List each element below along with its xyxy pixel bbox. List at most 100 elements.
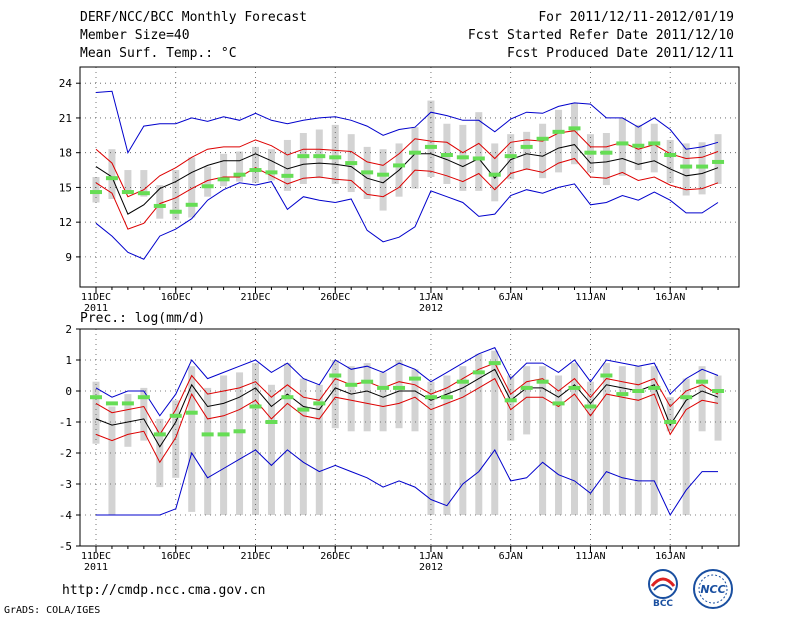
temp-box — [602, 133, 610, 186]
prec-median-mark — [632, 389, 645, 393]
temp-median-mark — [297, 154, 310, 159]
temp-box — [523, 131, 531, 171]
forecast-started-date: Fcst Started Refer Date 2011/12/10 — [467, 28, 734, 43]
prec-box — [555, 375, 563, 515]
prec-box — [188, 366, 196, 512]
temp-xtick-label: 6JAN — [499, 292, 523, 303]
temp-box — [475, 112, 483, 191]
prec-box — [395, 360, 403, 429]
temp-median-mark — [281, 173, 294, 178]
prec-median-mark — [409, 376, 421, 381]
prec-median-mark — [153, 432, 166, 437]
prec-box — [299, 378, 307, 515]
temp-median-mark — [504, 154, 517, 159]
variable-label-prec: Prec.: log(mm/d) — [80, 311, 205, 326]
prec-frame — [79, 328, 740, 547]
prec-box — [236, 372, 244, 515]
temp-box — [267, 149, 275, 181]
temp-median-mark — [456, 155, 469, 160]
temp-median-mark — [424, 144, 437, 149]
bcc-logo-icon: BCC — [648, 569, 678, 608]
temp-box — [682, 143, 690, 196]
prec-median-mark — [568, 385, 581, 390]
prec-median-mark — [696, 379, 709, 384]
temp-median-mark — [680, 164, 693, 169]
prec-box — [571, 363, 578, 515]
temp-xtick-year: 2012 — [419, 303, 443, 314]
prec-median-mark — [584, 404, 597, 409]
temp-box — [379, 149, 387, 211]
prec-box — [108, 406, 116, 515]
member-size: Member Size=40 — [80, 28, 190, 43]
temp-median-mark — [233, 172, 246, 177]
temp-median-mark — [121, 190, 134, 195]
temp-xtick-label: 21DEC — [240, 292, 270, 303]
temp-median-mark — [536, 136, 549, 141]
temp-box — [283, 139, 291, 191]
grads-credit: GrADS: COLA/IGES — [4, 605, 101, 616]
temp-median-mark — [664, 153, 677, 157]
prec-series-max — [95, 346, 719, 417]
prec-box — [459, 366, 467, 515]
prec-xtick-label: 26DEC — [320, 551, 350, 562]
prec-box — [92, 381, 100, 444]
temp-box — [618, 117, 626, 176]
temp-median-mark — [520, 144, 533, 149]
temp-box — [650, 123, 658, 173]
prec-median-mark — [680, 395, 693, 400]
prec-median-mark — [217, 432, 230, 437]
prec-box — [682, 378, 690, 515]
prec-box — [507, 375, 515, 441]
temp-median-mark — [137, 191, 150, 196]
temp-box — [491, 143, 499, 202]
temp-box — [315, 129, 323, 179]
prec-median-mark — [440, 395, 453, 400]
temp-ytick-label: 12 — [59, 216, 72, 229]
temp-median-mark — [696, 164, 709, 169]
chart-title: DERF/NCC/BCC Monthly Forecast — [80, 10, 307, 25]
prec-median-mark — [648, 385, 661, 390]
prec-box — [634, 366, 642, 515]
temp-box — [108, 149, 116, 199]
ncc-logo-icon: NCC — [693, 569, 733, 609]
temp-median-mark — [105, 176, 118, 181]
temp-median-mark — [361, 170, 374, 175]
temp-median-mark — [169, 209, 182, 214]
prec-median-mark — [552, 401, 565, 406]
prec-xtick-label: 1JAN — [419, 551, 443, 562]
footer-url[interactable]: http://cmdp.ncc.cma.gov.cn — [62, 583, 266, 598]
temp-box — [555, 109, 563, 173]
prec-box — [347, 366, 355, 432]
temp-box — [172, 170, 180, 220]
temp-xtick-label: 1JAN — [419, 292, 443, 303]
temp-ytick-label: 21 — [59, 112, 72, 125]
prec-median-mark — [712, 389, 725, 393]
temp-median-mark — [217, 177, 230, 182]
temp-box — [204, 166, 212, 197]
prec-xtick-label: 21DEC — [240, 551, 270, 562]
temp-xtick-label: 16DEC — [161, 292, 191, 303]
prec-median-mark — [265, 420, 278, 424]
prec-median-mark — [664, 420, 677, 424]
prec-median-mark — [361, 379, 374, 384]
prec-box — [427, 381, 435, 515]
temp-ytick-label: 15 — [59, 181, 72, 194]
prec-median-mark — [600, 373, 613, 378]
temp-median-mark — [153, 203, 166, 208]
prec-median-mark — [488, 361, 501, 366]
temp-xtick-label: 11JAN — [575, 292, 605, 303]
prec-xtick-label: 11JAN — [575, 551, 605, 562]
prec-xtick-year: 2012 — [419, 562, 443, 573]
temp-series-mean-plus-sd — [95, 130, 719, 198]
prec-median-mark — [504, 398, 517, 403]
prec-box — [714, 375, 722, 441]
temp-box — [571, 102, 578, 165]
prec-median-mark — [249, 404, 262, 409]
temp-median-mark — [616, 141, 629, 146]
prec-box — [586, 381, 594, 515]
prec-xtick-label: 6JAN — [499, 551, 523, 562]
prec-box — [443, 375, 451, 515]
prec-box — [379, 372, 387, 432]
temp-median-mark — [472, 156, 485, 161]
temp-median-mark — [568, 126, 581, 131]
